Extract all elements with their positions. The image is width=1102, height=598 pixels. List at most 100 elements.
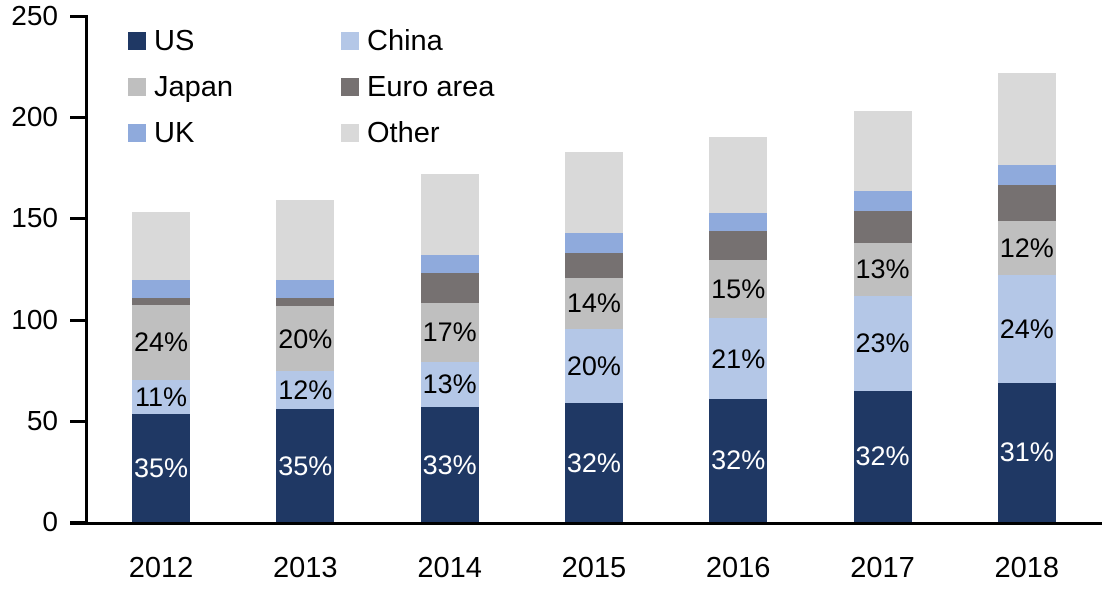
bar-segment-china-2012: [132, 379, 190, 414]
bar-segment-japan-2012: [132, 305, 190, 380]
bar-segment-other-2016: [709, 137, 768, 214]
bar-segment-china-2018: [997, 274, 1056, 383]
legend-label-japan: Japan: [154, 70, 234, 103]
chart-legend: US China Japan Euro area UK Other: [128, 18, 494, 156]
legend-item-china: China: [341, 18, 494, 64]
x-axis-label-2014: 2014: [417, 552, 482, 584]
bar-segment-china-2016: [709, 318, 768, 399]
bar-segment-us-2014: [420, 407, 479, 522]
legend-item-euro-area: Euro area: [341, 64, 494, 110]
bar-segment-euro-area-2014: [420, 272, 479, 303]
legend-swatch-china-icon: [341, 32, 359, 50]
legend-label-us: US: [154, 24, 195, 57]
segment-label-japan-2015: 14%: [566, 288, 621, 319]
x-axis-label-2015: 2015: [561, 552, 627, 584]
legend-item-us: US: [128, 18, 341, 64]
bar-segment-us-2018: [997, 382, 1056, 522]
legend-item-uk: UK: [128, 110, 341, 156]
segment-label-japan-2018: 12%: [999, 232, 1054, 263]
bar-segment-other-2017: [853, 111, 912, 192]
y-axis-tick-label: 50: [26, 404, 58, 436]
bar-segment-other-2018: [997, 72, 1056, 166]
x-axis-line: [70, 522, 1102, 525]
legend-item-japan: Japan: [128, 64, 341, 110]
bar-segment-us-2013: [276, 409, 335, 522]
bar-segment-uk-2015: [564, 232, 623, 254]
bar-segment-other-2014: [420, 173, 479, 255]
segment-label-us-2012: 35%: [133, 452, 189, 483]
segment-label-china-2012: 11%: [134, 381, 188, 412]
segment-label-japan-2016: 15%: [711, 274, 766, 305]
bar-segment-japan-2018: [997, 220, 1056, 275]
y-axis-tick-label: 200: [11, 101, 58, 133]
bar-segment-uk-2017: [853, 191, 912, 212]
y-axis-line: [85, 15, 88, 525]
bar-segment-uk-2014: [420, 254, 479, 273]
segment-label-us-2018: 31%: [999, 437, 1054, 468]
bar-segment-other-2015: [564, 151, 623, 233]
x-axis-label-2013: 2013: [273, 552, 338, 584]
bar-segment-uk-2016: [709, 213, 768, 232]
x-axis-label-2012: 2012: [128, 552, 194, 584]
bar-segment-euro-area-2016: [709, 231, 768, 261]
legend-item-other: Other: [341, 110, 494, 156]
legend-swatch-other-icon: [341, 124, 359, 142]
x-axis-label-2017: 2017: [850, 552, 915, 584]
y-axis-tick: [70, 521, 86, 524]
segment-label-china-2017: 23%: [855, 328, 910, 359]
legend-swatch-us-icon: [128, 32, 146, 50]
bar-segment-us-2015: [564, 403, 623, 522]
segment-label-china-2014: 13%: [422, 369, 477, 400]
bar-segment-us-2017: [853, 390, 912, 522]
segment-label-china-2015: 20%: [566, 351, 621, 382]
legend-swatch-uk-icon: [128, 124, 146, 142]
segment-label-us-2013: 35%: [278, 450, 333, 481]
y-axis-tick: [70, 15, 86, 18]
bar-segment-uk-2013: [276, 279, 335, 298]
bar-segment-us-2016: [709, 398, 768, 522]
legend-label-uk: UK: [154, 116, 195, 149]
segment-label-us-2017: 32%: [855, 441, 910, 472]
legend-label-china: China: [367, 24, 443, 57]
legend-label-other: Other: [367, 116, 440, 149]
bar-segment-uk-2018: [997, 165, 1056, 186]
segment-label-japan-2012: 24%: [133, 327, 189, 358]
bar-segment-japan-2016: [709, 260, 768, 319]
y-axis-tick-label: 150: [11, 202, 58, 234]
x-axis-label-2018: 2018: [994, 552, 1060, 584]
bar-segment-euro-area-2013: [276, 298, 335, 307]
y-axis-tick: [70, 318, 86, 322]
bar-segment-euro-area-2018: [997, 185, 1056, 221]
bar-segment-japan-2017: [853, 242, 912, 296]
bar-segment-china-2017: [853, 296, 912, 391]
bar-segment-japan-2014: [420, 302, 479, 362]
bar-segment-euro-area-2017: [853, 211, 912, 243]
bar-segment-china-2015: [564, 329, 623, 404]
legend-label-euro-area: Euro area: [367, 70, 495, 103]
bar-segment-other-2012: [132, 212, 190, 280]
y-axis-tick: [70, 217, 86, 221]
y-axis-tick-label: 250: [11, 0, 58, 31]
y-axis-tick: [70, 116, 86, 120]
segment-label-japan-2014: 17%: [422, 317, 477, 348]
y-axis-tick-label: 0: [42, 506, 58, 537]
bar-segment-euro-area-2015: [564, 253, 623, 278]
segment-label-japan-2017: 13%: [855, 254, 910, 285]
legend-swatch-japan-icon: [128, 78, 146, 96]
segment-label-us-2014: 33%: [422, 449, 477, 480]
segment-label-us-2015: 32%: [566, 447, 621, 478]
segment-label-china-2013: 12%: [278, 375, 333, 406]
bar-segment-china-2014: [420, 361, 479, 408]
bar-segment-us-2012: [132, 413, 190, 522]
legend-swatch-euro-area-icon: [341, 78, 359, 96]
bar-segment-uk-2012: [132, 279, 190, 298]
segment-label-china-2018: 24%: [999, 313, 1054, 344]
bar-segment-japan-2013: [276, 306, 335, 371]
segment-label-china-2016: 21%: [711, 343, 766, 374]
bar-segment-other-2013: [276, 200, 335, 280]
bar-segment-china-2013: [276, 370, 335, 410]
y-axis-tick-label: 100: [11, 303, 58, 335]
y-axis-tick: [70, 419, 86, 423]
segment-label-us-2016: 32%: [711, 445, 766, 476]
